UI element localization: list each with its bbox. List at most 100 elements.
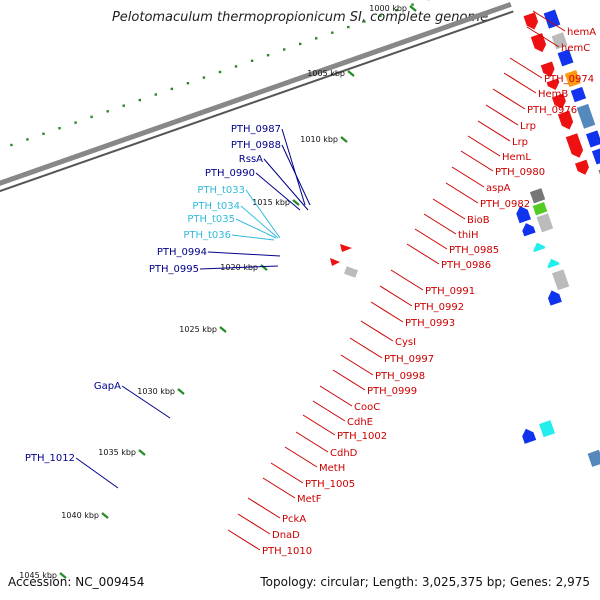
gene-label-3: HemB bbox=[538, 89, 568, 100]
leader-line bbox=[75, 457, 119, 489]
gene-feature bbox=[522, 223, 536, 237]
gene-feature bbox=[564, 70, 581, 88]
gene-label-PTH_0987: PTH_0987 bbox=[231, 124, 281, 135]
leader-line bbox=[526, 26, 560, 48]
gene-feature bbox=[587, 449, 600, 467]
gene-feature bbox=[330, 258, 340, 266]
ruler-label: 1045 kbp bbox=[19, 571, 57, 580]
ruler-label: 1010 kbp bbox=[300, 135, 338, 144]
gene-feature bbox=[536, 213, 554, 233]
ruler-label: 1040 kbp bbox=[61, 511, 99, 520]
leader-line bbox=[207, 251, 281, 257]
leader-line bbox=[121, 385, 171, 419]
ruler-dots bbox=[10, 0, 430, 147]
gene-label-28: MetF bbox=[297, 494, 322, 505]
gene-feature bbox=[522, 428, 537, 444]
map-title: Pelotomaculum thermopropionicum SI, comp… bbox=[111, 10, 489, 25]
leader-line bbox=[349, 337, 383, 359]
leader-line bbox=[295, 431, 329, 453]
leader-line bbox=[332, 369, 366, 391]
gene-label-1: hemC bbox=[561, 43, 590, 54]
ruler-dot bbox=[106, 110, 109, 113]
leader-line bbox=[281, 144, 311, 206]
leader-line bbox=[312, 400, 346, 422]
leader-line bbox=[509, 57, 543, 79]
gene-feature bbox=[565, 133, 584, 158]
gene-label-9: aspA bbox=[486, 183, 511, 194]
right-labels: hemA hemC PTH_0974 HemB PTH_0976 Lrp Lrp HemL PT… bbox=[227, 10, 596, 557]
gene-label-30: DnaD bbox=[272, 530, 300, 541]
ruler-dot bbox=[186, 82, 190, 85]
ruler-tick bbox=[347, 70, 355, 77]
ruler-dot bbox=[331, 31, 334, 34]
gene-label-27: PTH_1005 bbox=[305, 479, 355, 490]
gene-feature bbox=[570, 86, 587, 103]
ruler-dot bbox=[42, 132, 45, 135]
ruler-dot bbox=[202, 76, 206, 79]
gene-feature bbox=[547, 258, 560, 269]
leader-line bbox=[485, 104, 519, 126]
leader-line bbox=[240, 205, 279, 239]
leader-line bbox=[445, 182, 479, 204]
ruler-label: 1000 kbp bbox=[369, 4, 407, 13]
leader-line bbox=[270, 462, 304, 484]
gene-label-29: PckA bbox=[282, 514, 306, 525]
leader-line bbox=[231, 234, 275, 241]
ruler-dot bbox=[170, 87, 173, 91]
gene-label-PTH_0988: PTH_0988 bbox=[231, 140, 281, 151]
leader-line bbox=[360, 320, 394, 342]
leader-line bbox=[492, 88, 526, 110]
leader-line bbox=[451, 166, 485, 188]
ruler-dot bbox=[10, 143, 13, 147]
forward-genes bbox=[523, 9, 600, 175]
ruler-label: 1015 kbp bbox=[252, 198, 290, 207]
gene-label-24: PTH_1002 bbox=[337, 431, 387, 442]
gene-label-22: CooC bbox=[354, 402, 380, 413]
gene-label-11: BioB bbox=[467, 215, 490, 226]
ruler-tick bbox=[219, 326, 227, 333]
ruler-dot bbox=[234, 65, 238, 68]
ruler-label: 1030 kbp bbox=[137, 387, 175, 396]
gene-feature bbox=[540, 61, 555, 77]
leader-line bbox=[227, 529, 261, 551]
gene-feature bbox=[533, 242, 546, 253]
leader-line bbox=[423, 213, 457, 235]
gene-feature bbox=[523, 12, 539, 30]
gene-label-21: PTH_0999 bbox=[367, 386, 417, 397]
leader-line bbox=[340, 354, 374, 376]
gene-label-12: thiH bbox=[458, 230, 479, 241]
gene-feature bbox=[552, 269, 570, 291]
leader-line bbox=[281, 128, 306, 206]
leader-line bbox=[390, 269, 424, 291]
ruler-dot bbox=[218, 70, 222, 74]
ruler-dot bbox=[299, 42, 302, 46]
gene-label-26: MetH bbox=[319, 463, 345, 474]
leader-line bbox=[199, 265, 279, 270]
ruler-dot bbox=[74, 121, 77, 124]
gene-label-6: Lrp bbox=[512, 137, 528, 148]
gene-label-14: PTH_0986 bbox=[441, 260, 491, 271]
gene-label-31: PTH_1010 bbox=[262, 546, 312, 557]
ruler-dot bbox=[26, 138, 29, 141]
leader-line bbox=[406, 243, 440, 265]
ruler-label: 1005 kbp bbox=[307, 69, 345, 78]
reverse-genes bbox=[516, 188, 600, 467]
gene-label-0: hemA bbox=[567, 27, 596, 38]
gene-label-17: PTH_0993 bbox=[405, 318, 455, 329]
ruler-tick bbox=[409, 5, 417, 12]
gene-label-RssA: RssA bbox=[239, 154, 263, 165]
gene-feature bbox=[576, 103, 596, 129]
gene-feature bbox=[539, 420, 555, 438]
gene-feature bbox=[529, 188, 546, 204]
gene-label-PTH_0994: PTH_0994 bbox=[157, 247, 207, 258]
ruler-tick bbox=[59, 572, 67, 579]
leader-line bbox=[414, 228, 448, 250]
left-labels: PTH_0987 PTH_0988 RssA PTH_0990 PTH_t033 PTH_… bbox=[25, 124, 311, 489]
leader-line bbox=[319, 385, 353, 407]
ruler-dot bbox=[363, 20, 366, 23]
gene-feature bbox=[591, 148, 600, 165]
leader-line bbox=[477, 120, 511, 142]
gene-label-PTH_0990: PTH_0990 bbox=[205, 168, 255, 179]
